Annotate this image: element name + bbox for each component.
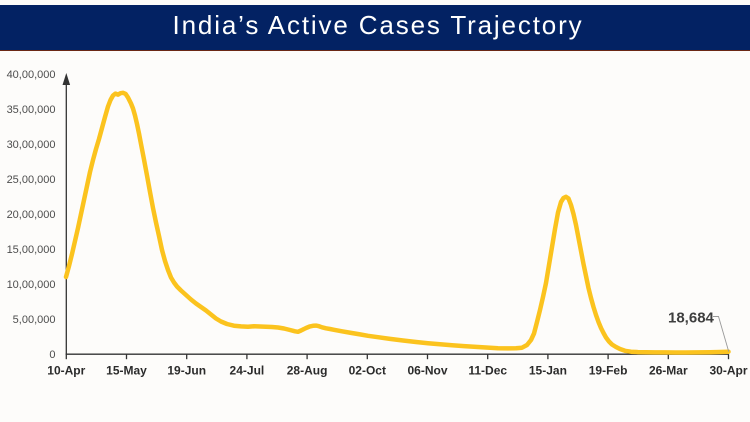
svg-text:19-Feb: 19-Feb (589, 364, 628, 378)
svg-text:30,00,000: 30,00,000 (7, 139, 56, 151)
svg-text:10,00,000: 10,00,000 (7, 279, 56, 291)
svg-text:5,00,000: 5,00,000 (13, 314, 56, 326)
svg-text:20,00,000: 20,00,000 (7, 209, 56, 221)
svg-text:11-Dec: 11-Dec (468, 364, 507, 378)
svg-text:02-Oct: 02-Oct (349, 364, 386, 378)
svg-text:06-Nov: 06-Nov (407, 364, 447, 378)
svg-text:40,00,000: 40,00,000 (7, 69, 56, 81)
svg-text:25,00,000: 25,00,000 (7, 174, 56, 186)
svg-text:15,00,000: 15,00,000 (7, 244, 56, 256)
svg-text:30-Apr: 30-Apr (709, 364, 747, 378)
svg-text:28-Aug: 28-Aug (287, 364, 328, 378)
svg-text:19-Jun: 19-Jun (167, 364, 206, 378)
svg-text:26-Mar: 26-Mar (649, 364, 688, 378)
svg-text:10-Apr: 10-Apr (47, 364, 85, 378)
svg-text:18,684: 18,684 (668, 310, 715, 327)
svg-text:0: 0 (49, 349, 55, 361)
svg-text:24-Jul: 24-Jul (230, 364, 265, 378)
svg-text:15-Jan: 15-Jan (529, 364, 567, 378)
svg-text:35,00,000: 35,00,000 (7, 104, 56, 116)
svg-text:15-May: 15-May (106, 364, 147, 378)
